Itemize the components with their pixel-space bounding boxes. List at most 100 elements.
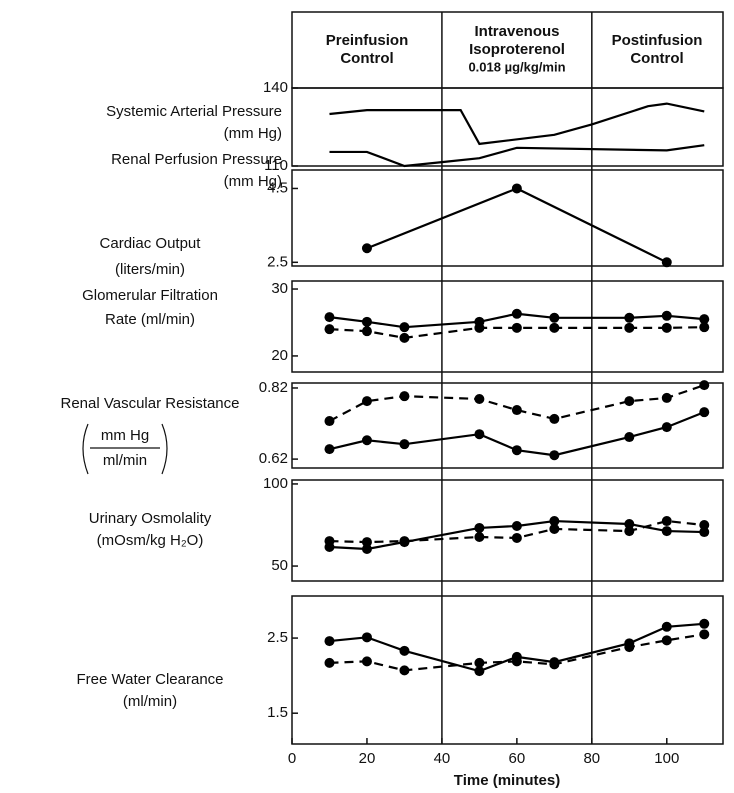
- y-axis-label: Glomerular Filtration: [82, 287, 218, 304]
- data-point: [661, 310, 672, 321]
- y-axis-label: (mOsm/kg H₂O): [97, 532, 204, 549]
- data-point: [511, 322, 522, 333]
- data-point: [511, 183, 522, 194]
- series-line: [329, 102, 705, 146]
- y-tick-label: 0.82: [259, 379, 288, 396]
- y-axis-label: Renal Vascular Resistance: [61, 395, 240, 412]
- data-point: [511, 445, 522, 456]
- data-point: [399, 391, 410, 402]
- data-point: [699, 519, 710, 530]
- x-tick-label: 60: [509, 750, 526, 767]
- x-tick-label: 40: [434, 750, 451, 767]
- y-tick-label: 20: [271, 347, 288, 364]
- y-axis-label: Renal Perfusion Pressure: [111, 151, 282, 168]
- y-axis-label: Urinary Osmolality: [89, 510, 212, 527]
- phase-label: Control: [340, 50, 393, 67]
- data-point: [324, 416, 335, 427]
- phase-label: Postinfusion: [612, 32, 703, 49]
- phase-label: Intravenous: [474, 23, 559, 40]
- phase-label: Control: [630, 50, 683, 67]
- data-point: [661, 526, 672, 537]
- y-tick-label: 100: [263, 475, 288, 492]
- data-point: [361, 656, 372, 667]
- data-point: [399, 439, 410, 450]
- data-point: [361, 632, 372, 643]
- y-tick-label: 50: [271, 557, 288, 574]
- data-point: [474, 394, 485, 405]
- phase-label: Preinfusion: [326, 32, 409, 49]
- panel-box: [291, 595, 724, 745]
- phase-label: 0.018 µg/kg/min: [468, 59, 565, 74]
- y-tick-label: 30: [271, 280, 288, 297]
- data-point: [361, 543, 372, 554]
- data-point: [699, 314, 710, 325]
- data-point: [399, 665, 410, 676]
- y-axis-label: (liters/min): [115, 261, 185, 278]
- data-point: [474, 666, 485, 677]
- y-axis-label: (ml/min): [123, 693, 177, 710]
- panel-box: [291, 169, 724, 267]
- x-tick-label: 80: [583, 750, 600, 767]
- data-point: [511, 405, 522, 416]
- data-point: [361, 537, 372, 548]
- data-point: [399, 332, 410, 343]
- data-point: [699, 407, 710, 418]
- data-point: [549, 523, 560, 534]
- data-point: [624, 322, 635, 333]
- y-tick-label: 140: [263, 79, 288, 96]
- paren: [161, 423, 168, 475]
- data-point: [699, 629, 710, 640]
- y-axis-label: Free Water Clearance: [77, 671, 224, 688]
- data-point: [699, 380, 710, 391]
- y-axis-label: Rate (ml/min): [105, 311, 195, 328]
- x-tick-label: 100: [654, 750, 679, 767]
- data-point: [399, 322, 410, 333]
- data-point: [699, 322, 710, 333]
- data-point: [324, 657, 335, 668]
- panel-box: [291, 280, 724, 373]
- data-point: [549, 450, 560, 461]
- data-point: [624, 526, 635, 537]
- x-tick-label: 20: [359, 750, 376, 767]
- series-line: [328, 384, 705, 423]
- data-point: [324, 636, 335, 647]
- data-point: [549, 322, 560, 333]
- data-point: [474, 657, 485, 668]
- data-point: [699, 527, 710, 538]
- data-point: [324, 444, 335, 455]
- y-tick-label: 0.62: [259, 450, 288, 467]
- data-point: [661, 392, 672, 403]
- data-point: [661, 322, 672, 333]
- y-axis-label: (mm Hg): [224, 125, 282, 142]
- y-axis-label-numerator: mm Hg: [101, 427, 149, 444]
- data-point: [624, 312, 635, 323]
- data-point: [549, 659, 560, 670]
- data-point: [511, 656, 522, 667]
- data-point: [661, 516, 672, 527]
- data-point: [549, 516, 560, 527]
- data-point: [474, 531, 485, 542]
- data-point: [624, 432, 635, 443]
- data-point: [661, 635, 672, 646]
- series-line: [329, 144, 705, 168]
- data-point: [511, 520, 522, 531]
- y-tick-label: 1.5: [267, 704, 288, 721]
- y-axis-label: Cardiac Output: [100, 235, 202, 252]
- paren: [82, 423, 89, 475]
- data-point: [324, 324, 335, 335]
- x-axis-label: Time (minutes): [454, 772, 560, 789]
- y-axis-label-denominator: ml/min: [103, 452, 147, 469]
- data-point: [474, 322, 485, 333]
- y-tick-label: 4.5: [267, 179, 288, 196]
- series-line: [366, 187, 668, 264]
- data-point: [661, 257, 672, 268]
- data-point: [661, 422, 672, 433]
- y-tick-label: 2.5: [267, 629, 288, 646]
- data-point: [474, 429, 485, 440]
- data-point: [474, 522, 485, 533]
- data-point: [549, 413, 560, 424]
- y-axis-label: Systemic Arterial Pressure: [106, 103, 282, 120]
- phase-label: Isoproterenol: [469, 41, 565, 58]
- data-point: [624, 519, 635, 530]
- data-point: [511, 308, 522, 319]
